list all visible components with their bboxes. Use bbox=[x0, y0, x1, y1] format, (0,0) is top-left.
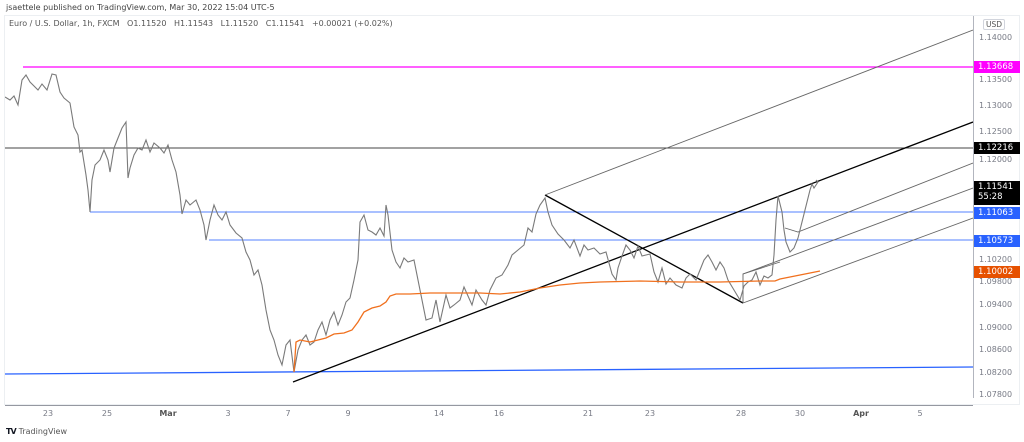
price-label-blue-1: 1.11063 bbox=[974, 207, 1020, 219]
x-tick: 3 bbox=[225, 409, 231, 418]
y-tick: 1.09000 bbox=[979, 323, 1013, 332]
last-price-label: 1.11541 55:28 bbox=[974, 181, 1020, 205]
y-tick: 1.07800 bbox=[979, 390, 1013, 399]
ohlc-high: H1.11543 bbox=[173, 19, 214, 28]
y-tick: 1.14000 bbox=[979, 33, 1013, 42]
x-tick: 30 bbox=[794, 409, 806, 418]
x-tick: 23 bbox=[42, 409, 54, 418]
currency-badge[interactable]: USD bbox=[983, 19, 1006, 30]
ohlc-close: C1.11541 bbox=[265, 19, 305, 28]
y-tick: 1.13500 bbox=[979, 75, 1013, 84]
price-label-vwap: 1.10002 bbox=[974, 266, 1020, 278]
channel-line-a[interactable] bbox=[742, 187, 973, 275]
bar-countdown: 55:28 bbox=[978, 192, 1003, 202]
price-label-blue-2: 1.10573 bbox=[974, 235, 1020, 247]
y-tick: 1.12000 bbox=[979, 155, 1013, 164]
x-tick: 28 bbox=[735, 409, 747, 418]
x-tick: 7 bbox=[285, 409, 291, 418]
price-line bbox=[5, 73, 819, 373]
price-axis[interactable]: USD 1.14000 1.13500 1.13000 1.12500 1.12… bbox=[973, 16, 1020, 399]
tv-logo-icon: TV bbox=[6, 427, 17, 436]
price-label-black: 1.12216 bbox=[974, 142, 1020, 154]
price-change: +0.00021 (+0.02%) bbox=[311, 19, 393, 28]
x-tick: 16 bbox=[493, 409, 505, 418]
x-tick: 21 bbox=[582, 409, 594, 418]
ohlc-low: L1.11520 bbox=[220, 19, 259, 28]
falling-trendline[interactable] bbox=[544, 194, 744, 304]
channel-line-c[interactable] bbox=[784, 162, 973, 233]
x-tick: 23 bbox=[644, 409, 656, 418]
last-price-value: 1.11541 bbox=[978, 182, 1014, 192]
x-tick: 9 bbox=[345, 409, 351, 418]
channel-line-b[interactable] bbox=[742, 217, 973, 304]
y-tick: 1.12500 bbox=[979, 127, 1013, 136]
vwap-line[interactable] bbox=[293, 270, 821, 373]
ohlc-open: O1.11520 bbox=[127, 19, 167, 28]
rising-trendline[interactable] bbox=[292, 121, 973, 383]
price-pane[interactable] bbox=[5, 16, 973, 405]
x-tick: 5 bbox=[917, 409, 923, 418]
upper-channel-line[interactable] bbox=[544, 29, 973, 196]
tradingview-logo[interactable]: TV TradingView bbox=[6, 427, 67, 436]
blue-support-line[interactable] bbox=[5, 366, 973, 375]
y-tick: 1.10200 bbox=[979, 255, 1013, 264]
x-tick: 14 bbox=[433, 409, 445, 418]
x-tick: 25 bbox=[101, 409, 113, 418]
x-tick: Mar bbox=[159, 409, 177, 418]
symbol-name[interactable]: Euro / U.S. Dollar, 1h, FXCM bbox=[9, 19, 120, 28]
y-tick: 1.13000 bbox=[979, 101, 1013, 110]
symbol-legend: Euro / U.S. Dollar, 1h, FXCM O1.11520 H1… bbox=[9, 19, 398, 28]
time-axis[interactable]: 23 25 Mar 3 7 9 14 16 21 23 28 30 Apr 5 bbox=[5, 405, 973, 422]
brand-name: TradingView bbox=[18, 427, 67, 436]
publisher-line: jsaettele published on TradingView.com, … bbox=[6, 3, 275, 12]
y-tick: 1.08600 bbox=[979, 345, 1013, 354]
price-label-magenta: 1.13668 bbox=[974, 61, 1020, 73]
y-tick: 1.09400 bbox=[979, 300, 1013, 309]
x-tick: Apr bbox=[853, 409, 869, 418]
y-tick: 1.08200 bbox=[979, 368, 1013, 377]
y-tick: 1.09800 bbox=[979, 277, 1013, 286]
